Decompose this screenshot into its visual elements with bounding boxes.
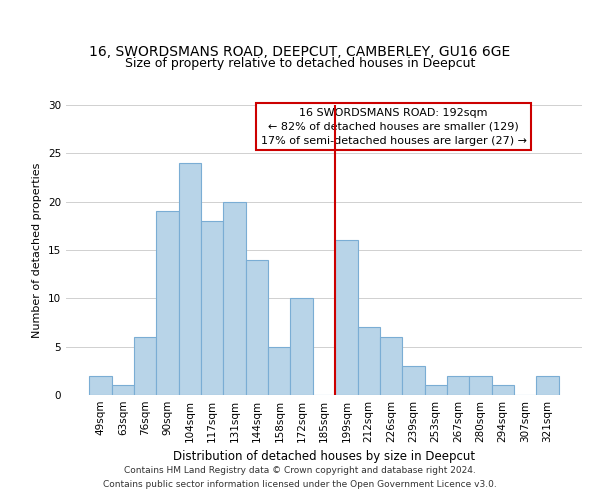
Y-axis label: Number of detached properties: Number of detached properties xyxy=(32,162,43,338)
Bar xyxy=(112,386,134,395)
Bar xyxy=(536,376,559,395)
Bar xyxy=(201,221,223,395)
Text: 16, SWORDSMANS ROAD, DEEPCUT, CAMBERLEY, GU16 6GE: 16, SWORDSMANS ROAD, DEEPCUT, CAMBERLEY,… xyxy=(89,46,511,60)
Bar xyxy=(469,376,491,395)
Text: Contains HM Land Registry data © Crown copyright and database right 2024.
Contai: Contains HM Land Registry data © Crown c… xyxy=(103,466,497,488)
Bar xyxy=(134,337,157,395)
Bar xyxy=(268,346,290,395)
Bar xyxy=(380,337,402,395)
Bar xyxy=(157,212,179,395)
Text: Size of property relative to detached houses in Deepcut: Size of property relative to detached ho… xyxy=(125,58,475,70)
Bar xyxy=(358,328,380,395)
Bar xyxy=(425,386,447,395)
X-axis label: Distribution of detached houses by size in Deepcut: Distribution of detached houses by size … xyxy=(173,450,475,464)
Bar xyxy=(223,202,246,395)
Bar xyxy=(447,376,469,395)
Bar xyxy=(402,366,425,395)
Bar xyxy=(290,298,313,395)
Bar xyxy=(491,386,514,395)
Bar xyxy=(246,260,268,395)
Bar xyxy=(179,163,201,395)
Text: 16 SWORDSMANS ROAD: 192sqm
← 82% of detached houses are smaller (129)
17% of sem: 16 SWORDSMANS ROAD: 192sqm ← 82% of deta… xyxy=(260,108,527,146)
Bar xyxy=(335,240,358,395)
Bar xyxy=(89,376,112,395)
